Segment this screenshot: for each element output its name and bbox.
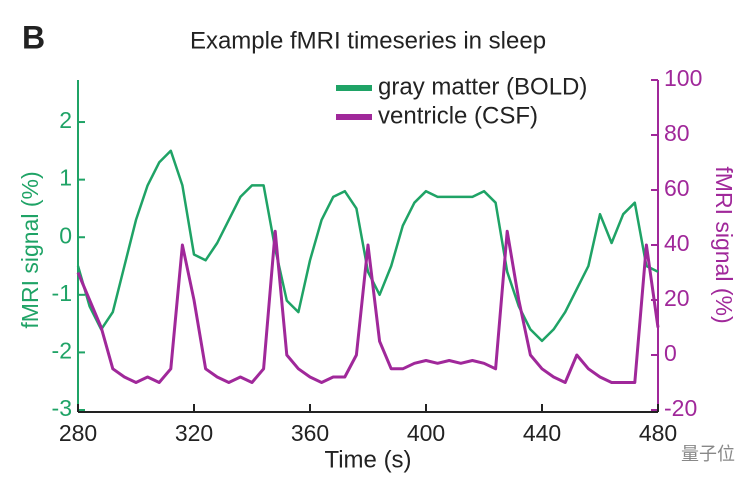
y2-axis-label: fMRI signal (%) xyxy=(711,166,737,323)
x-tick-label: 280 xyxy=(59,420,97,446)
x-tick-label: 480 xyxy=(639,420,677,446)
y-tick-label: 1 xyxy=(59,165,72,191)
legend-label: ventricle (CSF) xyxy=(378,102,538,129)
series-line xyxy=(76,229,660,384)
x-axis-label: Time (s) xyxy=(324,446,411,473)
y2-tick-label: 40 xyxy=(664,230,690,256)
chart-title: Example fMRI timeseries in sleep xyxy=(190,27,546,54)
x-tick-label: 400 xyxy=(407,420,445,446)
y-tick-label: -2 xyxy=(52,337,72,363)
y2-tick-label: 60 xyxy=(664,175,690,201)
legend-label: gray matter (BOLD) xyxy=(378,73,587,100)
x-tick-label: 320 xyxy=(175,420,213,446)
y-tick-label: 0 xyxy=(59,222,72,248)
y2-tick-label: 0 xyxy=(664,340,677,366)
y-tick-label: 2 xyxy=(59,107,72,133)
y2-tick-label: -20 xyxy=(664,395,697,421)
y2-tick-label: 80 xyxy=(664,120,690,146)
panel-label: B xyxy=(22,19,45,55)
y2-tick-label: 20 xyxy=(664,285,690,311)
watermark: 量子位 xyxy=(681,444,735,464)
x-tick-label: 360 xyxy=(291,420,329,446)
y-tick-label: -1 xyxy=(52,280,72,306)
series-line xyxy=(76,149,659,343)
y-axis-label: fMRI signal (%) xyxy=(17,171,43,328)
y2-tick-label: 100 xyxy=(664,65,702,91)
x-tick-label: 440 xyxy=(523,420,561,446)
y-tick-label: -3 xyxy=(52,395,72,421)
